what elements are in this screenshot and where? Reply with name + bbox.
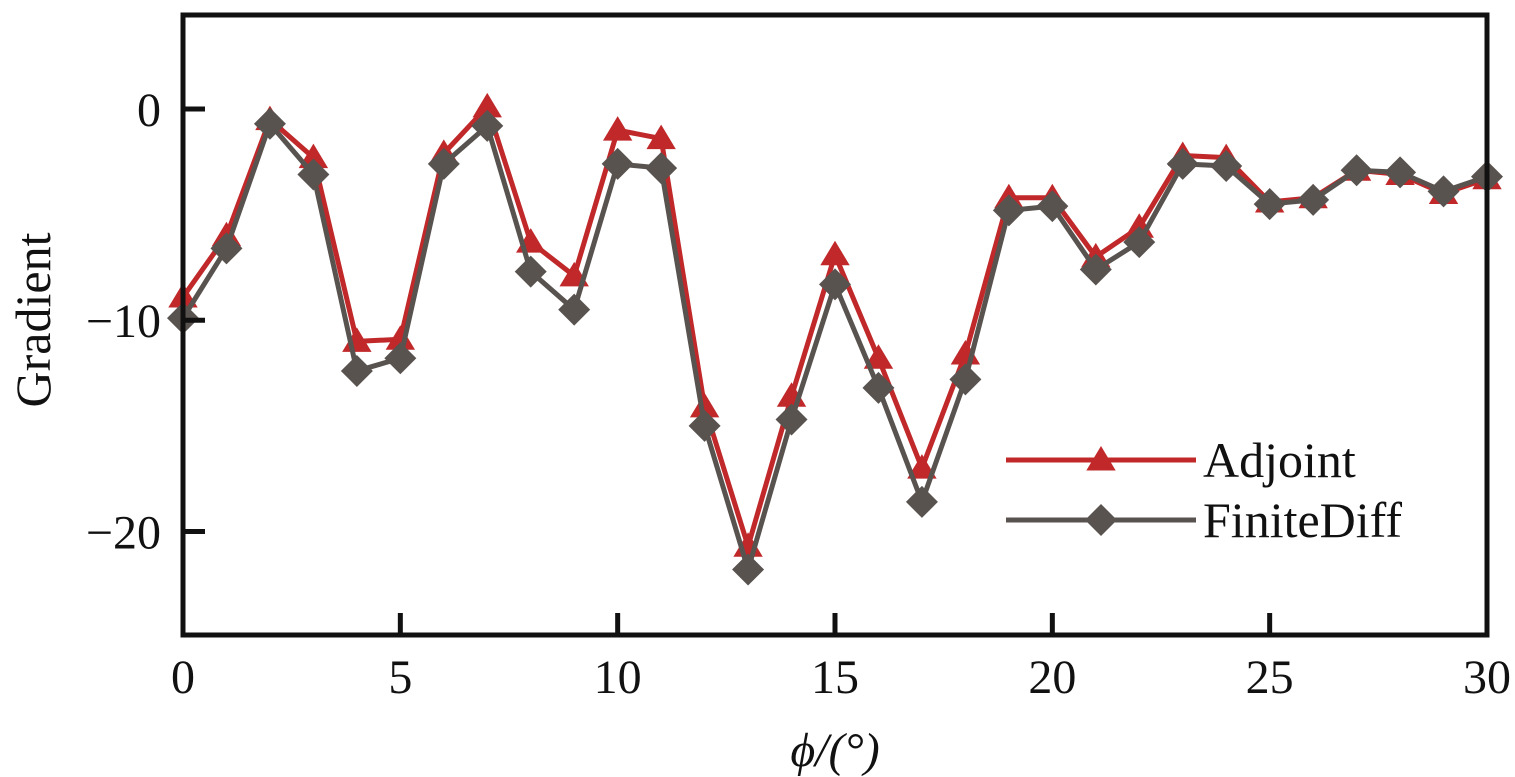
finitediff-point [688,409,721,442]
legend-marker [1085,504,1117,536]
finitediff-point [340,354,373,387]
adjoint-point [472,92,502,118]
x-tick-label: 20 [1028,651,1076,704]
finitediff-point [1123,226,1156,259]
finitediff-point [297,158,330,191]
adjoint-point [863,344,894,369]
finitediff-point [514,255,547,288]
legend-marker [1086,446,1116,471]
legend-item-adjoint: Adjoint [1006,432,1356,488]
finitediff-point [732,553,765,586]
series-finitediff [167,107,1503,586]
adjoint-point [602,116,633,141]
x-tick-label: 0 [171,651,195,704]
finitediff-point [1253,188,1286,221]
finitediff-point [1166,147,1199,180]
finitediff-point [210,232,243,265]
finitediff-point [427,147,460,180]
y-tick-label: 0 [137,84,161,137]
series-layer [167,92,1503,586]
finitediff-point [992,194,1025,227]
finitediff-point [949,363,982,396]
finitediff-point [601,147,634,180]
finitediff-point [1340,154,1373,187]
finitediff-point [384,342,417,375]
legend-item-finitediff: FiniteDiff [1006,492,1402,548]
y-tick-label: −10 [86,295,161,348]
adjoint-point [385,325,416,350]
finitediff-point [775,403,808,436]
finitediff-point [905,485,938,518]
x-axis-label: ϕ/(°) [790,724,879,777]
finitediff-point [1427,175,1460,208]
x-tick-label: 30 [1463,651,1511,704]
finitediff-point [1036,190,1069,223]
finitediff-point [819,268,851,301]
finitediff-point [253,107,286,140]
finitediff-point [471,109,504,142]
adjoint-point [820,240,850,266]
finitediff-point [645,152,678,185]
x-tick-label: 15 [811,651,859,704]
legend-label: FiniteDiff [1203,492,1402,548]
finitediff-point [1210,150,1243,183]
x-tick-label: 10 [594,651,642,704]
finitediff-point [1384,156,1417,189]
y-axis-label: Gradient [5,232,61,407]
legend-label: Adjoint [1203,432,1356,488]
finitediff-point [1079,253,1112,286]
finitediff-point [862,371,895,404]
x-tick-label: 25 [1246,651,1294,704]
finitediff-point [1297,183,1330,216]
adjoint-point [689,392,720,418]
ticks-layer: 0 5 10 15 20 25 30 0 −10 −20 [86,84,1511,704]
x-tick-label: 5 [388,651,412,704]
adjoint-point [907,454,937,479]
y-tick-label: −20 [86,506,161,559]
adjoint-point [646,124,676,150]
finitediff-point [558,293,591,326]
adjoint-point [298,143,329,169]
